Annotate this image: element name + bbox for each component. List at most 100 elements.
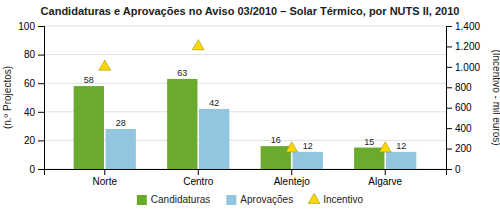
tick-mark xyxy=(198,169,199,175)
tick: 100 xyxy=(18,21,44,32)
bar xyxy=(199,109,229,169)
data-label: 42 xyxy=(209,98,219,108)
tick-mark xyxy=(38,26,44,27)
legend-item: Aprovações xyxy=(226,194,293,205)
point-series xyxy=(99,40,391,152)
marker xyxy=(192,40,204,50)
y-axis-title: (n.º Projectos) xyxy=(2,66,13,129)
tick-mark xyxy=(446,108,452,109)
tick: 1.000 xyxy=(446,62,480,73)
tick: 40 xyxy=(24,107,44,118)
tick: 1.400 xyxy=(446,21,480,32)
legend-label: Aprovações xyxy=(240,194,293,205)
tick: Alentejo xyxy=(274,169,311,187)
grid-line xyxy=(44,26,446,27)
tick-mark xyxy=(38,112,44,113)
tick: 0 xyxy=(446,164,461,175)
tick: 400 xyxy=(446,123,472,134)
tick: 1.200 xyxy=(446,41,480,52)
axis-line xyxy=(447,27,453,170)
tick-mark xyxy=(291,169,292,175)
tick-mark xyxy=(385,169,386,175)
tick-mark xyxy=(446,67,452,68)
bar xyxy=(167,79,197,169)
legend-label: Incentivo xyxy=(323,194,363,205)
data-label: 63 xyxy=(177,68,187,78)
tick-label: Centro xyxy=(183,176,213,187)
tick-mark xyxy=(446,128,452,129)
axis-line xyxy=(45,170,447,176)
legend-label: Candidaturas xyxy=(151,194,210,205)
bar xyxy=(74,86,104,169)
bar xyxy=(261,146,291,169)
legend: Candidaturas Aprovações Incentivo xyxy=(137,193,364,205)
tick: 80 xyxy=(24,49,44,60)
tick-mark xyxy=(38,83,44,84)
tick-label: 400 xyxy=(455,123,472,134)
bar-series xyxy=(106,109,417,169)
legend-swatch xyxy=(308,193,320,203)
bar xyxy=(293,152,323,169)
tick-label: 20 xyxy=(24,135,36,146)
tick: 200 xyxy=(446,143,472,154)
tick-label: 200 xyxy=(455,143,472,154)
marker xyxy=(99,60,111,70)
x-axis: Norte Centro Alentejo Algarve xyxy=(45,169,447,187)
tick: 800 xyxy=(446,82,472,93)
tick-label: 1.000 xyxy=(455,62,480,73)
bar xyxy=(106,129,136,169)
tick-label: 40 xyxy=(24,107,36,118)
y2-axis: 0 200 400 600 800 1.000 1.200 1.400 xyxy=(446,21,480,175)
data-label: 28 xyxy=(116,118,126,128)
tick: 0 xyxy=(29,164,44,175)
tick-mark xyxy=(446,87,452,88)
tick-label: Algarve xyxy=(368,176,402,187)
tick-label: 0 xyxy=(455,164,461,175)
tick-mark xyxy=(446,26,452,27)
data-label: 12 xyxy=(303,141,313,151)
data-labels: 5863161528421212 xyxy=(84,68,406,151)
plot: 5863161528421212020406080100020040060080… xyxy=(18,21,480,187)
tick-mark xyxy=(104,169,105,175)
tick: 20 xyxy=(24,135,44,146)
tick-label: 600 xyxy=(455,102,472,113)
marker xyxy=(379,142,391,152)
tick-label: 800 xyxy=(455,82,472,93)
tick-mark xyxy=(446,149,452,150)
tick-label: 100 xyxy=(18,21,35,32)
tick-mark xyxy=(38,169,44,170)
bar-series xyxy=(74,79,385,169)
tick-label: Alentejo xyxy=(274,176,311,187)
grid-line xyxy=(44,111,446,112)
tick-label: 80 xyxy=(24,49,36,60)
y2-axis-title: (Incentivo - mil euros) xyxy=(491,49,500,145)
tick-label: 1.400 xyxy=(455,21,480,32)
grid xyxy=(44,26,446,169)
tick: 600 xyxy=(446,102,472,113)
data-label: 12 xyxy=(396,141,406,151)
tick: 60 xyxy=(24,78,44,89)
tick: Algarve xyxy=(368,169,402,187)
bar xyxy=(386,152,416,169)
legend-swatch xyxy=(137,195,147,205)
tick-mark xyxy=(446,46,452,47)
marker xyxy=(286,142,298,152)
tick-mark xyxy=(38,55,44,56)
chart: 5863161528421212020406080100020040060080… xyxy=(0,0,500,209)
tick-label: 1.200 xyxy=(455,41,480,52)
marks xyxy=(74,40,417,169)
tick-label: Norte xyxy=(93,176,118,187)
tick-label: 60 xyxy=(24,78,36,89)
grid-line xyxy=(44,140,446,141)
y-axis: 0 20 40 60 80 100 xyxy=(18,21,44,175)
data-label: 16 xyxy=(271,135,281,145)
legend-swatch xyxy=(226,195,236,205)
tick: Norte xyxy=(93,169,118,187)
tick-mark xyxy=(38,140,44,141)
tick-label: 0 xyxy=(29,164,35,175)
legend-item: Candidaturas xyxy=(137,194,210,205)
grid-line xyxy=(44,83,446,84)
title: Candidaturas e Aprovações no Aviso 03/20… xyxy=(41,5,460,17)
grid-line xyxy=(44,54,446,55)
axis-line xyxy=(38,27,45,170)
